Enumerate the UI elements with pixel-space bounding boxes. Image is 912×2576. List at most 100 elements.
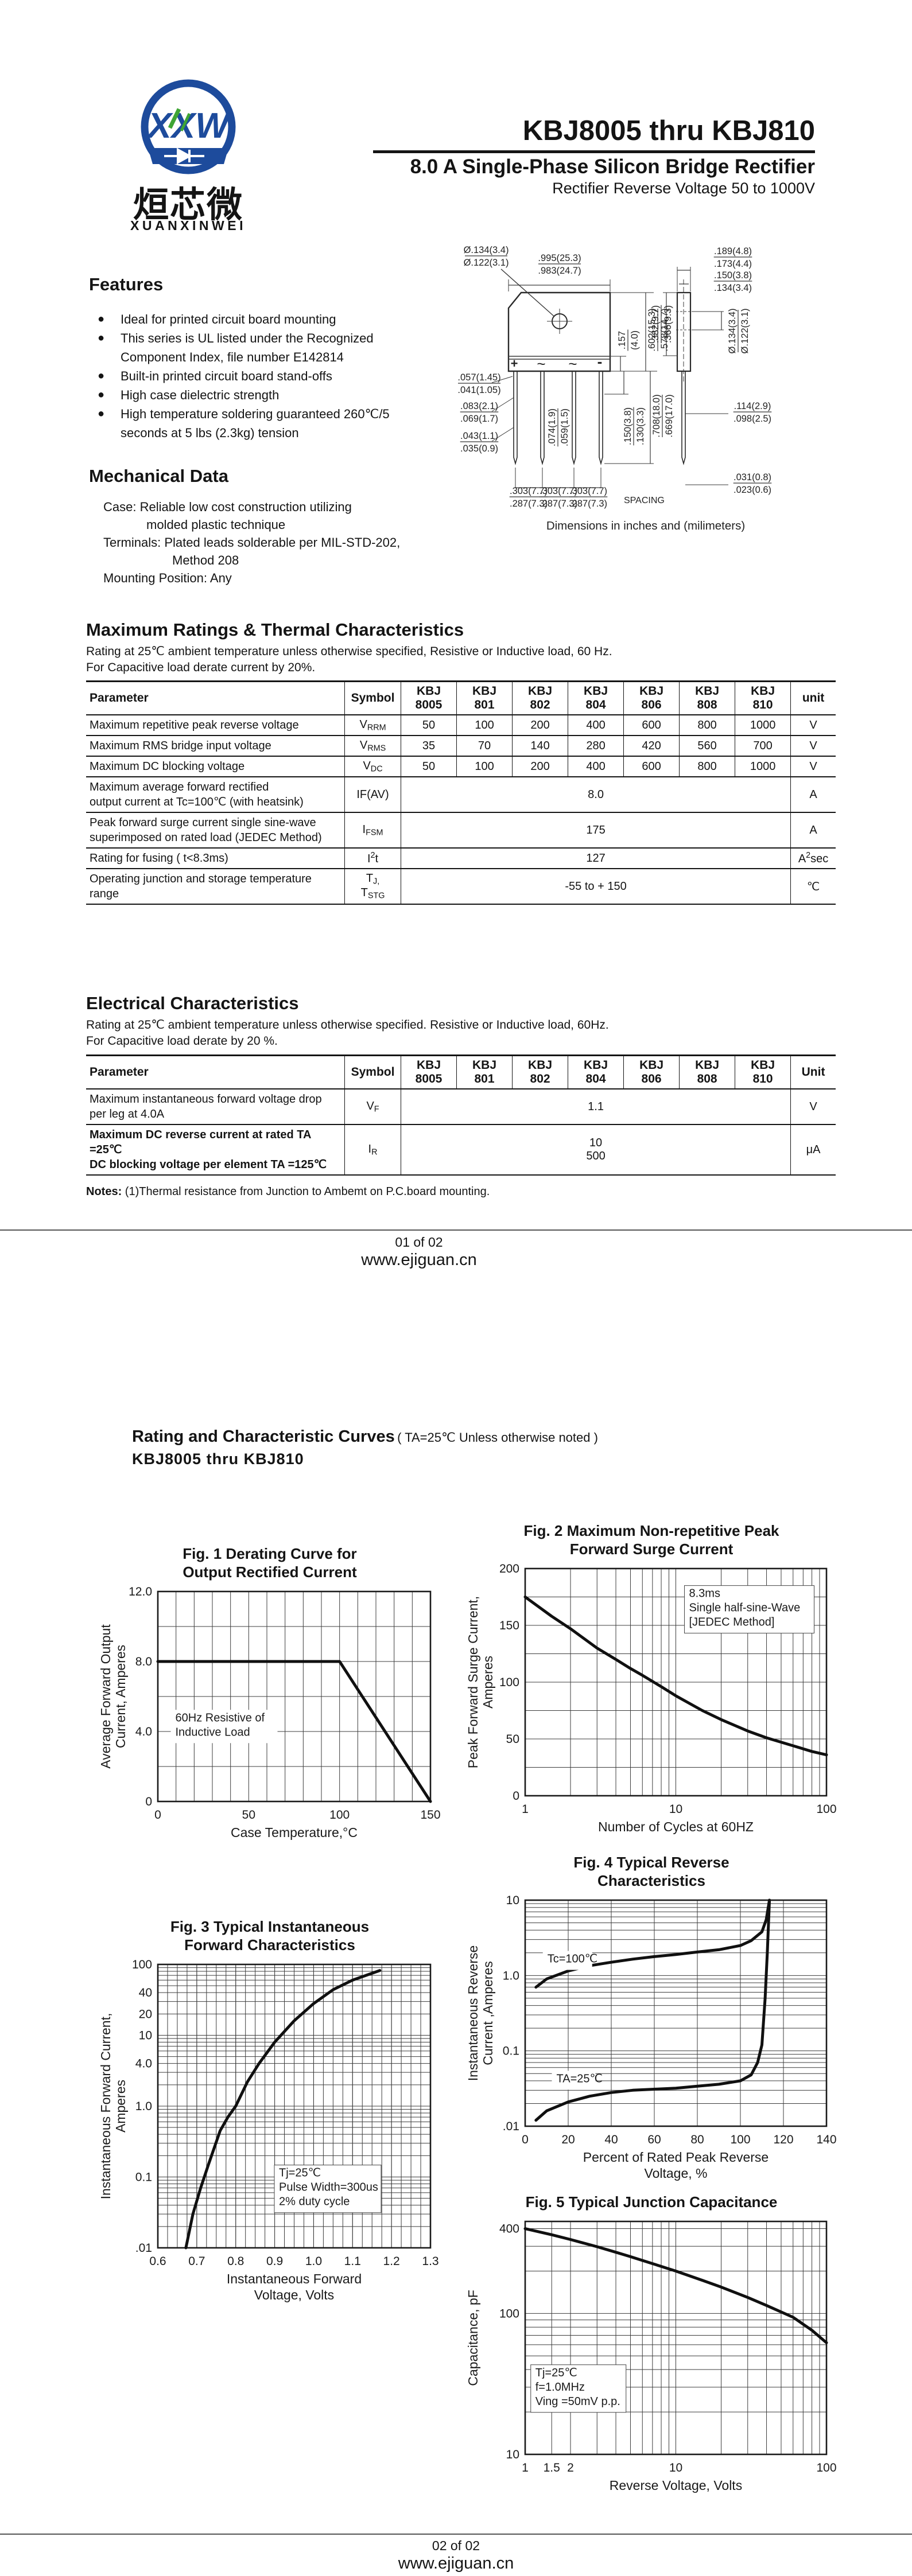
parameter-cell: Peak forward surge current single sine-w… <box>86 812 345 849</box>
y-tick-label: 20 <box>139 2007 152 2021</box>
x-tick-label: 40 <box>604 2133 618 2146</box>
value-cell: 1000 <box>735 715 791 736</box>
dimension-pair: .074(1.9) .059(1.5) <box>547 408 570 447</box>
annotation-box <box>530 2364 627 2413</box>
y-tick-label: 10 <box>506 2448 519 2461</box>
plot-border <box>157 1590 432 1803</box>
svg-text:Ø.134(3.4): Ø.134(3.4) <box>464 245 509 255</box>
value-cell: 200 <box>512 715 568 736</box>
y-tick-label: 8.0 <box>135 1655 152 1668</box>
x-tick-label: 2 <box>567 2461 574 2474</box>
y-tick-label: 0.1 <box>135 2171 152 2184</box>
fig5-title: Fig. 5 Typical Junction Capacitance <box>525 2193 778 2211</box>
svg-text:.287(7.3): .287(7.3) <box>510 499 548 509</box>
svg-text:.041(1.05): .041(1.05) <box>457 385 500 395</box>
dimension-pair: .189(4.8) .173(4.4) <box>713 246 752 269</box>
value-cell-span: 1.1 <box>400 1089 791 1125</box>
logo-green-accent <box>168 108 181 129</box>
unit-cell: A <box>790 777 836 813</box>
figure-1: Fig. 1 Derating Curve for Output Rectifi… <box>98 1544 442 1850</box>
plot-border <box>524 1899 828 2127</box>
unit-cell: V <box>790 736 836 757</box>
annotation-text: Pulse Width=300us <box>279 2181 378 2194</box>
value-cell: 35 <box>400 736 457 757</box>
ratings-table-wrap: Parameter Symbol KBJ 8005 KBJ 801 KBJ 802 KBJ 804… <box>86 680 836 905</box>
ratings-desc2: For Capacitive load derate current by 20… <box>86 661 316 674</box>
y-axis-label: Amperes <box>113 2080 128 2133</box>
annotation-box <box>684 1585 814 1634</box>
y-tick-label: 0.1 <box>503 2045 519 2058</box>
spec-table: Parameter Symbol KBJ 8005 KBJ 801 KBJ 802 KBJ 804… <box>86 1054 836 1176</box>
y-tick-label: 50 <box>506 1733 519 1746</box>
x-tick-label: 1.2 <box>383 2255 400 2268</box>
svg-text:.189(4.8): .189(4.8) <box>714 246 752 256</box>
table-row: Maximum DC reverse current at rated TA =… <box>86 1124 836 1176</box>
mechanical-line: Terminals: Plated leads solderable per M… <box>103 535 401 550</box>
column-header: KBJ 806 <box>623 1054 680 1089</box>
x-tick-label: 0.8 <box>227 2255 244 2268</box>
drawing-line <box>491 397 514 412</box>
svg-text:.602(15.3): .602(15.3) <box>647 308 657 351</box>
column-header: Parameter <box>86 1054 345 1089</box>
dimension-pair: .114(2.9) .098(2.5) <box>733 401 772 424</box>
y-axis-label: Current ,Amperes <box>480 1961 495 2065</box>
value-cell: 800 <box>679 756 735 777</box>
table-row: Maximum DC blocking voltage VDC 50 100 200 40… <box>86 756 836 777</box>
page1-number: 01 of 02 <box>395 1235 443 1250</box>
column-header: Parameter <box>86 680 345 715</box>
data-curve <box>534 1898 771 1989</box>
dimension-pair: Ø.134(3.4) Ø.122(3.1) <box>464 245 509 268</box>
x-tick-label: 1 <box>522 1803 529 1816</box>
y-tick-label: 150 <box>499 1619 519 1632</box>
svg-text:(4.0): (4.0) <box>630 330 640 350</box>
fig1-chart: 0 50 100 150 0 4.0 8.0 12.0 Case Temperature,°C A… <box>98 1585 441 1840</box>
logo-circle <box>141 79 236 174</box>
annotation-text: TA=25℃ <box>557 2072 603 2085</box>
svg-text:.382(9.7): .382(9.7) <box>650 305 661 343</box>
dimension-pair: .708(18.0) .669(17.0) <box>651 394 674 437</box>
y-axis-label: Average Forward Output <box>98 1624 113 1769</box>
curves-heading-main: Rating and Characteristic Curves <box>132 1427 395 1446</box>
svg-text:.098(2.5): .098(2.5) <box>734 414 771 424</box>
value-cell-span: 175 <box>400 812 791 849</box>
svg-text:.983(24.7): .983(24.7) <box>538 266 581 276</box>
bullet-icon: ● <box>98 407 105 420</box>
symbol-cell: VRMS <box>344 736 401 757</box>
dimension-pair: .303(7.7) .287(7.3) <box>539 486 578 509</box>
svg-text:Ø.134(3.4): Ø.134(3.4) <box>727 309 738 354</box>
data-curve <box>534 1898 771 2122</box>
data-curve <box>523 1596 828 1757</box>
svg-text:.114(2.9): .114(2.9) <box>734 401 771 411</box>
logo-diode-icon <box>164 147 204 165</box>
features-heading: Features <box>89 274 164 294</box>
mechanical-line: Method 208 <box>172 553 239 567</box>
figure-3: Fig. 3 Typical Instantaneous Forward Cha… <box>98 1917 442 2315</box>
figure-4: Fig. 4 Typical Reverse Characteristics 0… <box>465 1853 838 2193</box>
symbol-cell: VF <box>344 1089 401 1125</box>
ratings-heading: Maximum Ratings & Thermal Characteristic… <box>86 620 464 640</box>
page2-footer-rule <box>0 2534 912 2535</box>
x-tick-label: 50 <box>242 1808 255 1822</box>
symbol-cell: IR <box>344 1124 401 1176</box>
y-tick-label: .01 <box>135 2242 152 2255</box>
y-tick-label: 100 <box>499 1676 519 1689</box>
x-tick-label: 0.9 <box>266 2255 283 2268</box>
drawing-line <box>491 427 514 442</box>
column-header: KBJ 808 <box>679 1054 735 1089</box>
y-tick-label: 1.0 <box>135 2100 152 2113</box>
fig1-title: Fig. 1 Derating Curve for Output Rectifi… <box>183 1545 357 1581</box>
svg-text:.074(1.9): .074(1.9) <box>547 408 557 446</box>
mechanical-line: Case: Reliable low cost construction uti… <box>103 500 352 514</box>
fig3-chart: 0.6 0.7 0.8 0.9 1.0 1.1 1.2 1.3 100 40 20 10 4.0 1.0 0… <box>98 1958 439 2302</box>
x-tick-label: 10 <box>669 2461 682 2474</box>
figure-5: Fig. 5 Typical Junction Capacitance 1 1.5… <box>465 2193 838 2503</box>
symbol-cell: VRRM <box>344 715 401 736</box>
x-axis-label: Voltage, Volts <box>254 2287 334 2302</box>
feature-item: ● This series is UL listed under the Reco… <box>98 329 436 367</box>
value-cell: 400 <box>568 715 624 736</box>
x-tick-label: 120 <box>773 2133 793 2146</box>
svg-text:.134(3.4): .134(3.4) <box>714 283 752 293</box>
parameter-cell: Maximum repetitive peak reverse voltage <box>86 715 345 736</box>
dimension-pair: .157 (4.0) <box>617 329 640 351</box>
